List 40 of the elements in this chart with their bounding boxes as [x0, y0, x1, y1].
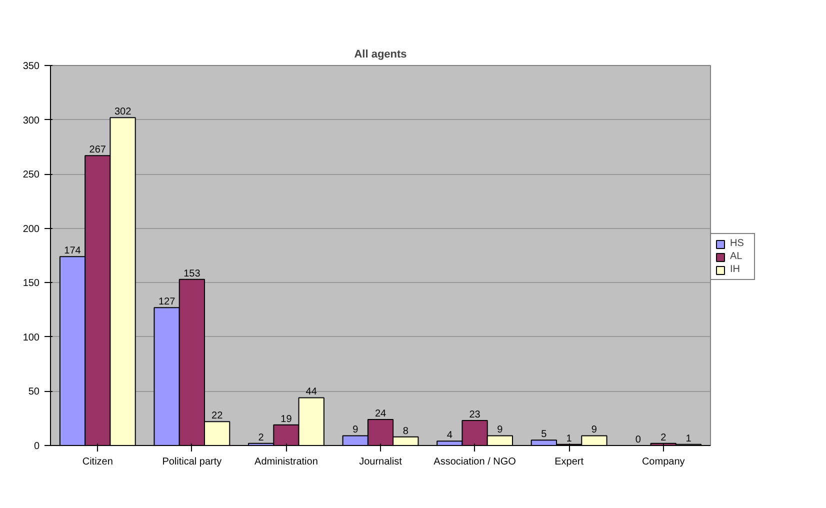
data-label: 23 [469, 410, 481, 421]
legend-label: AL [730, 251, 744, 262]
legend-label: HS [730, 238, 745, 249]
data-label: 302 [114, 106, 132, 118]
data-label: 24 [374, 408, 386, 420]
data-label: 5 [541, 429, 548, 440]
x-tick-label: Expert [554, 456, 584, 468]
x-tick-label: Citizen [82, 456, 113, 468]
data-label: 2 [660, 432, 667, 444]
data-label: 44 [306, 386, 318, 398]
y-tick-label: 200 [22, 224, 40, 235]
data-label: 174 [64, 246, 82, 257]
data-label: 9 [352, 424, 359, 436]
data-label: 267 [89, 144, 106, 156]
data-label: 0 [635, 434, 642, 446]
x-tick-label: Journalist [359, 456, 402, 468]
y-tick-label: 50 [28, 386, 40, 398]
x-tick-label: Administration [254, 456, 318, 468]
x-tick-label: Company [642, 456, 685, 468]
x-tick-label: Association / NGO [434, 456, 516, 468]
y-tick-label: 350 [22, 61, 40, 72]
chart-title: All agents [354, 48, 407, 60]
data-label: 8 [402, 426, 409, 437]
y-tick-label: 100 [22, 332, 40, 344]
data-label: 19 [280, 414, 292, 425]
data-label: 9 [497, 424, 504, 436]
data-label: 1 [686, 433, 692, 444]
data-label: 22 [212, 410, 224, 422]
data-label: 9 [591, 424, 598, 436]
y-tick-label: 250 [22, 170, 40, 181]
data-label: 4 [446, 430, 453, 442]
legend-label: IH [730, 264, 741, 275]
y-tick-label: 300 [22, 115, 40, 126]
y-tick-label: 0 [34, 441, 40, 452]
y-tick-label: 150 [22, 278, 40, 290]
data-label: 2 [258, 432, 264, 444]
data-label: 127 [158, 296, 176, 308]
data-label: 153 [184, 268, 201, 280]
x-tick-label: Political party [162, 456, 222, 468]
data-label: 1 [566, 433, 572, 444]
